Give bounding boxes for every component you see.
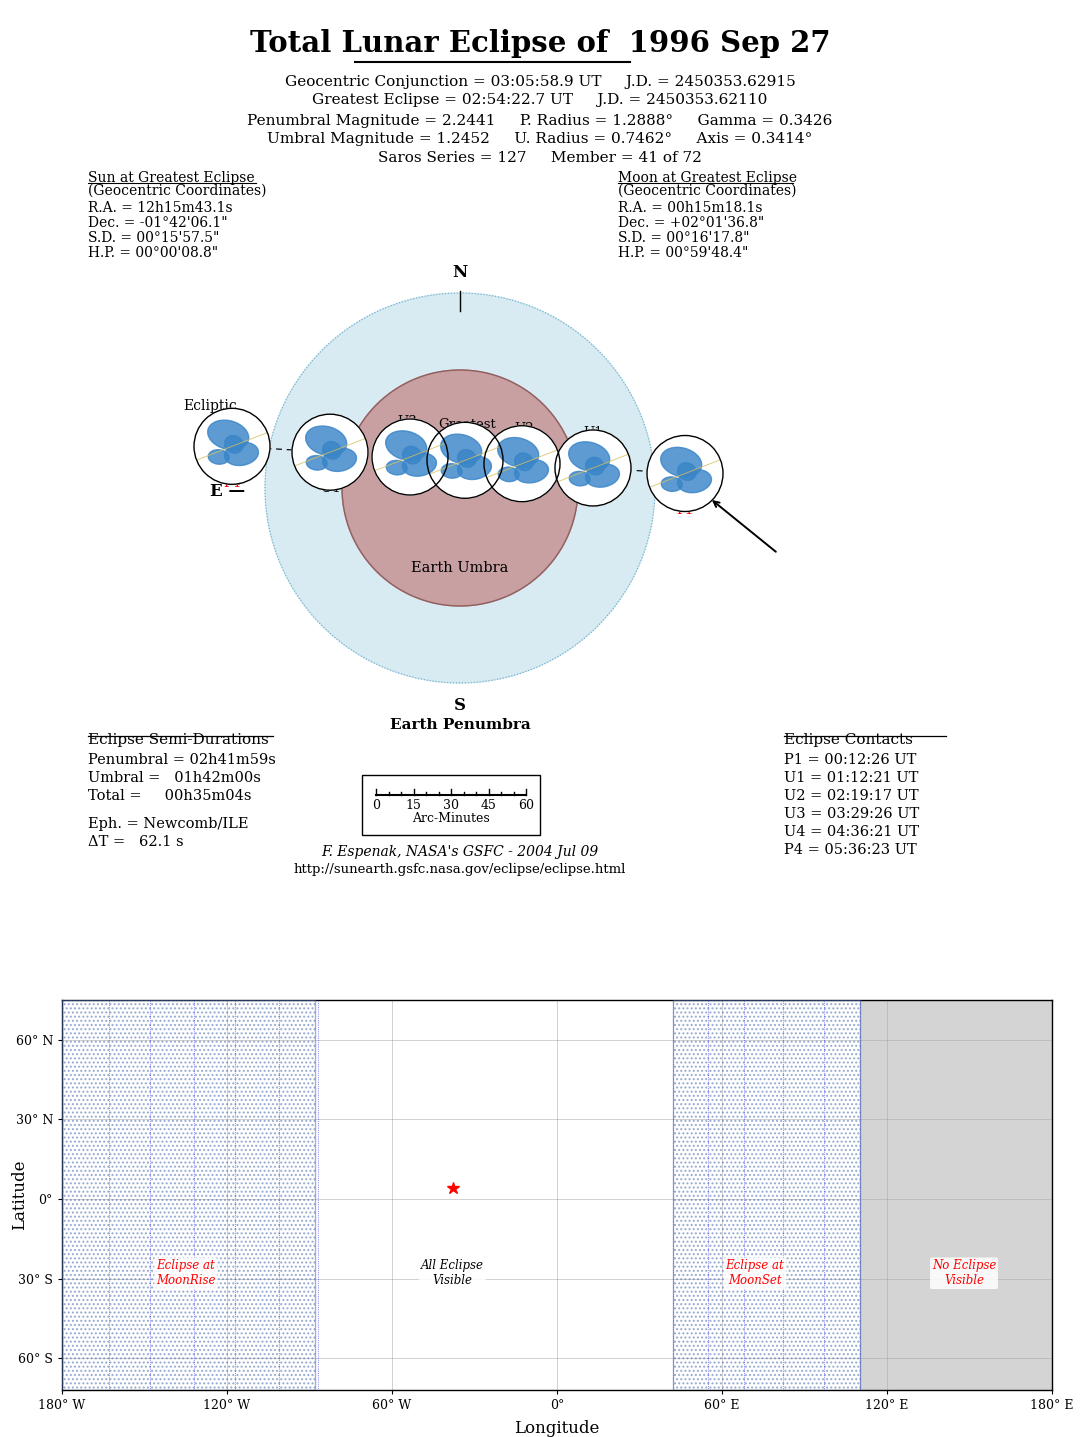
Text: 30: 30: [443, 799, 459, 812]
Ellipse shape: [306, 456, 328, 470]
Ellipse shape: [306, 425, 347, 456]
Text: Ecliptic: Ecliptic: [183, 399, 237, 414]
Text: U2: U2: [515, 421, 534, 435]
Text: E —: E —: [210, 483, 245, 500]
Ellipse shape: [497, 437, 538, 467]
Text: 45: 45: [481, 799, 496, 812]
Text: Eclipse at
MoonRise: Eclipse at MoonRise: [156, 1259, 215, 1288]
Ellipse shape: [322, 448, 357, 471]
Text: http://sunearth.gsfc.nasa.gov/eclipse/eclipse.html: http://sunearth.gsfc.nasa.gov/eclipse/ec…: [294, 864, 626, 877]
Text: S.D. = 00°15'57.5": S.D. = 00°15'57.5": [88, 231, 219, 244]
Text: Greatest: Greatest: [438, 418, 496, 431]
Text: Eph. = Newcomb/ILE: Eph. = Newcomb/ILE: [88, 818, 249, 831]
Text: Saros Series = 127     Member = 41 of 72: Saros Series = 127 Member = 41 of 72: [378, 151, 702, 165]
Ellipse shape: [225, 443, 258, 466]
Text: P4 = 05:36:23 UT: P4 = 05:36:23 UT: [784, 844, 917, 856]
Text: Longitude: Longitude: [515, 1420, 600, 1437]
Text: U4: U4: [320, 483, 339, 496]
Text: Umbral =   01h42m00s: Umbral = 01h42m00s: [88, 772, 261, 785]
Text: 60: 60: [518, 799, 534, 812]
Bar: [62, 1000, 315, 1390]
Ellipse shape: [586, 464, 619, 487]
Circle shape: [648, 435, 723, 512]
Ellipse shape: [208, 420, 249, 450]
Text: Geocentric Conjunction = 03:05:58.9 UT     J.D. = 2450353.62915: Geocentric Conjunction = 03:05:58.9 UT J…: [284, 75, 796, 89]
Ellipse shape: [678, 470, 711, 493]
Ellipse shape: [662, 477, 682, 491]
Text: Eclipse Semi-Durations: Eclipse Semi-Durations: [88, 733, 269, 747]
Ellipse shape: [569, 441, 610, 471]
Text: Greatest Eclipse = 02:54:22.7 UT     J.D. = 2450353.62110: Greatest Eclipse = 02:54:22.7 UT J.D. = …: [312, 93, 768, 106]
Text: R.A. = 00h15m18.1s: R.A. = 00h15m18.1s: [618, 201, 762, 216]
Circle shape: [342, 369, 578, 606]
Text: Penumbral Magnitude = 2.2441     P. Radius = 1.2888°     Gamma = 0.3426: Penumbral Magnitude = 2.2441 P. Radius =…: [248, 114, 832, 128]
Ellipse shape: [660, 447, 702, 477]
Text: U3 = 03:29:26 UT: U3 = 03:29:26 UT: [784, 808, 919, 821]
Text: Sun at Greatest Eclipse: Sun at Greatest Eclipse: [88, 171, 255, 185]
Text: U2 = 02:19:17 UT: U2 = 02:19:17 UT: [784, 789, 919, 803]
Text: Eclipse Contacts: Eclipse Contacts: [784, 733, 912, 747]
Ellipse shape: [209, 450, 229, 464]
Text: 15: 15: [405, 799, 422, 812]
Text: S.D. = 00°16'17.8": S.D. = 00°16'17.8": [618, 231, 749, 244]
Text: R.A. = 12h15m43.1s: R.A. = 12h15m43.1s: [88, 201, 232, 216]
Text: U4 = 04:36:21 UT: U4 = 04:36:21 UT: [784, 825, 919, 839]
Ellipse shape: [322, 441, 342, 458]
Circle shape: [427, 422, 503, 499]
Text: Earth Penumbra: Earth Penumbra: [389, 718, 531, 731]
Circle shape: [265, 293, 655, 683]
Text: ΔT =   62.1 s: ΔT = 62.1 s: [88, 835, 184, 849]
Ellipse shape: [402, 447, 422, 464]
Text: U1 = 01:12:21 UT: U1 = 01:12:21 UT: [784, 772, 919, 785]
Text: U1: U1: [583, 425, 603, 438]
Circle shape: [193, 408, 270, 484]
Ellipse shape: [498, 467, 519, 481]
Text: P4: P4: [224, 477, 241, 490]
Ellipse shape: [386, 460, 408, 474]
Text: (Geocentric Coordinates): (Geocentric Coordinates): [618, 184, 797, 198]
Text: Moon at Greatest Eclipse: Moon at Greatest Eclipse: [618, 171, 797, 185]
Ellipse shape: [457, 450, 476, 467]
Text: Penumbral = 02h41m59s: Penumbral = 02h41m59s: [88, 753, 276, 767]
Text: S: S: [454, 697, 466, 714]
Ellipse shape: [457, 457, 492, 480]
Text: (Geocentric Coordinates): (Geocentric Coordinates): [88, 184, 267, 198]
Ellipse shape: [678, 463, 696, 480]
Ellipse shape: [441, 464, 463, 479]
Bar: [859, 1000, 1052, 1390]
Text: U3: U3: [397, 415, 417, 428]
Ellipse shape: [441, 434, 482, 464]
Ellipse shape: [570, 471, 590, 486]
Text: No Eclipse
Visible: No Eclipse Visible: [932, 1259, 997, 1288]
Text: H.P. = 00°00'08.8": H.P. = 00°00'08.8": [88, 246, 218, 260]
Circle shape: [484, 425, 560, 502]
Text: Dec. = +02°01'36.8": Dec. = +02°01'36.8": [618, 216, 764, 230]
Circle shape: [292, 414, 368, 490]
Text: Arc-Minutes: Arc-Minutes: [412, 812, 490, 825]
Bar: [362, 775, 540, 835]
Text: P1: P1: [677, 504, 694, 517]
Text: Dec. = -01°42'06.1": Dec. = -01°42'06.1": [88, 216, 228, 230]
Text: Total =     00h35m04s: Total = 00h35m04s: [88, 789, 252, 803]
Text: Eclipse at
MoonSet: Eclipse at MoonSet: [725, 1259, 785, 1288]
Ellipse shape: [515, 460, 548, 483]
Ellipse shape: [402, 453, 437, 476]
Text: P1 = 00:12:26 UT: P1 = 00:12:26 UT: [784, 753, 917, 767]
Text: N: N: [453, 264, 468, 282]
Ellipse shape: [515, 453, 533, 470]
Ellipse shape: [586, 457, 604, 474]
Text: All Eclipse
Visible: All Eclipse Visible: [421, 1259, 484, 1288]
Text: Earth Umbra: Earth Umbra: [411, 560, 509, 575]
Text: Latitude: Latitude: [12, 1160, 28, 1230]
Text: Umbral Magnitude = 1.2452     U. Radius = 0.7462°     Axis = 0.3414°: Umbral Magnitude = 1.2452 U. Radius = 0.…: [267, 132, 813, 147]
Text: F. Espenak, NASA's GSFC - 2004 Jul 09: F. Espenak, NASA's GSFC - 2004 Jul 09: [321, 845, 599, 859]
Text: H.P. = 00°59'48.4": H.P. = 00°59'48.4": [618, 246, 748, 260]
Circle shape: [555, 430, 631, 506]
Ellipse shape: [225, 435, 243, 453]
Circle shape: [372, 420, 448, 494]
Ellipse shape: [386, 431, 427, 460]
Text: 0: 0: [372, 799, 381, 812]
Bar: [672, 1000, 859, 1390]
Text: Total Lunar Eclipse of  1996 Sep 27: Total Lunar Eclipse of 1996 Sep 27: [250, 30, 830, 59]
